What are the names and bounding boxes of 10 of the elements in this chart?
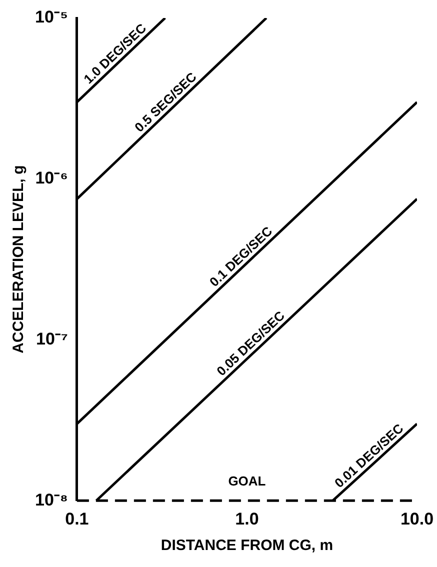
y-tick-label: 10⁻⁶: [35, 168, 68, 188]
y-tick-label: 10⁻⁸: [34, 490, 68, 510]
x-tick-label: 0.1: [65, 509, 89, 528]
y-axis-title: ACCELERATION LEVEL, g: [10, 165, 28, 354]
x-axis-title: DISTANCE FROM CG, m: [160, 537, 334, 554]
y-tick-label: 10⁻⁵: [35, 8, 68, 27]
ref-line-label: GOAL: [228, 474, 266, 489]
x-tick-label: 10.0: [400, 509, 434, 528]
y-tick-label: 10⁻⁷: [36, 329, 68, 348]
x-tick-label: 1.0: [235, 509, 259, 528]
